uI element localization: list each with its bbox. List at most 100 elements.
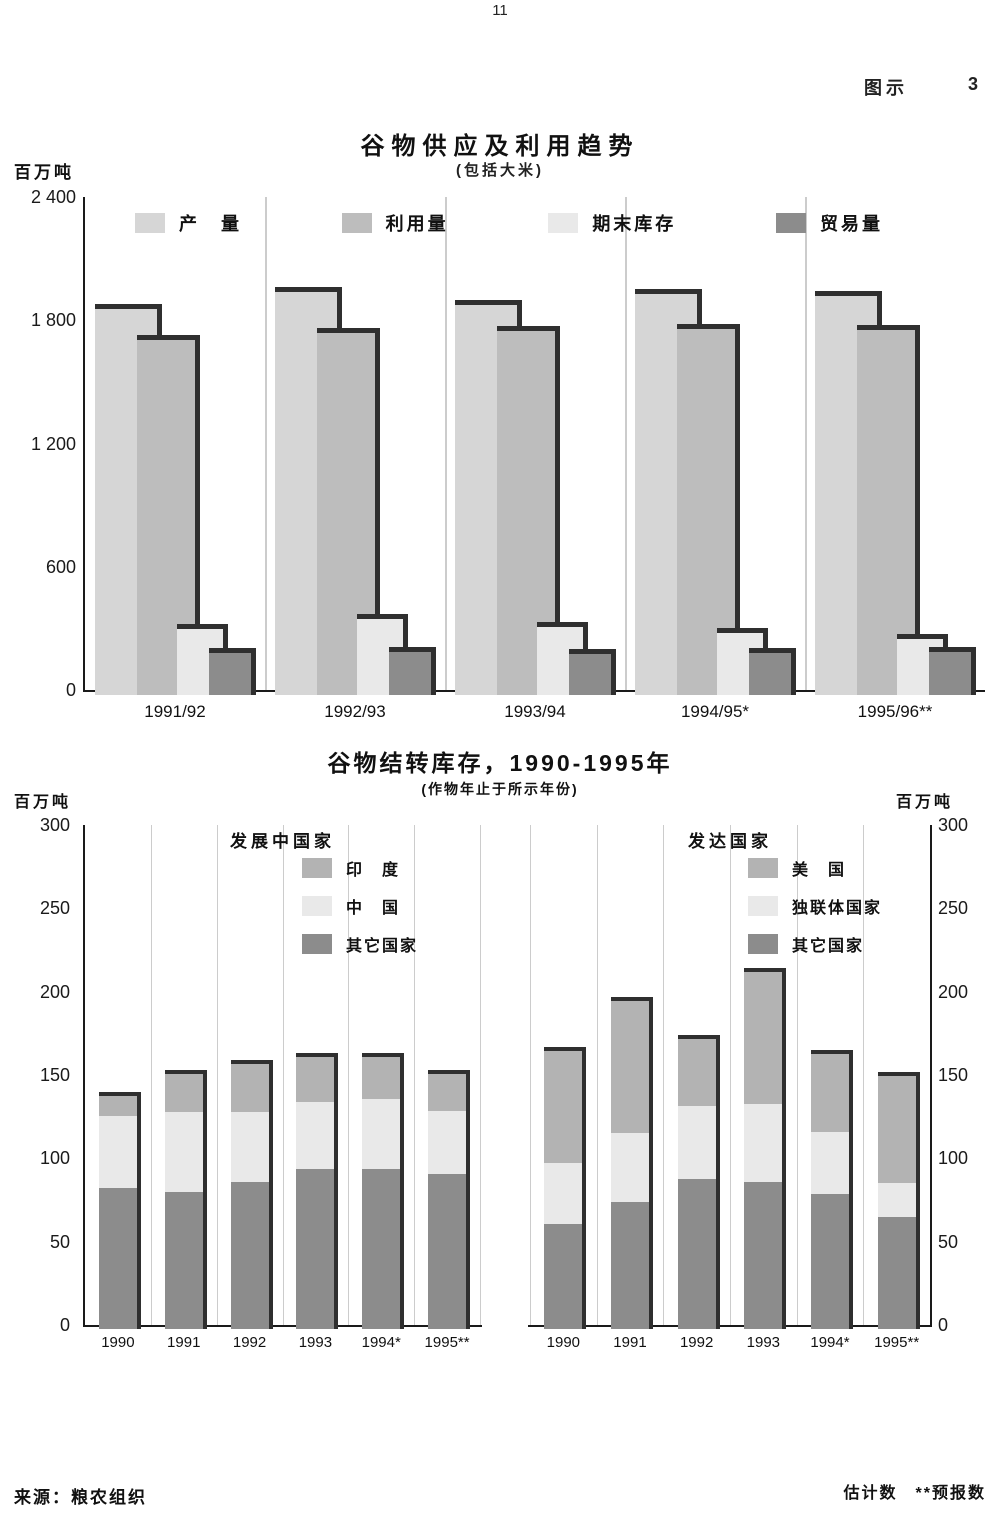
y-tick-label: 2 400 (30, 187, 76, 207)
bar-series4-1994/95* (749, 648, 796, 695)
column-separator-line (216, 825, 218, 1325)
x-category-label: 1993/94 (504, 702, 566, 721)
legend-label: 其它国家 (792, 938, 865, 955)
column-separator-line (863, 825, 865, 1325)
figure-tag: 图示 3 (864, 74, 982, 100)
bar-series4-1993/94 (569, 649, 616, 695)
legend-item: 利用量 (341, 210, 449, 236)
y-tick-label-left: 100 (39, 1148, 70, 1169)
y-tick-label: 600 (45, 556, 76, 577)
stacked-bar-1991 (164, 1070, 207, 1329)
x-category-label: 1993 (746, 1334, 781, 1351)
stack-segment (296, 1102, 335, 1169)
stacked-bar-1990 (544, 1047, 587, 1329)
chart1-subtitle: (包括大米) (456, 162, 544, 179)
x-category-label: 1992 (679, 1334, 714, 1351)
stack-segment (744, 1103, 783, 1182)
stack-segment (811, 1054, 849, 1133)
stack-segment (677, 1105, 716, 1179)
x-category-label: 1995** (874, 1334, 920, 1351)
y-axis-line-right (930, 825, 932, 1325)
legend-label: 利用量 (385, 214, 449, 234)
legend-label: 贸易量 (819, 214, 883, 234)
stack-segment (611, 1132, 649, 1203)
chart2-title: 谷物结转库存，1990-1995年 (327, 750, 673, 776)
legend-label: 其它国家 (346, 938, 419, 955)
stack-segment (98, 1096, 137, 1116)
stacked-bar-1995** (428, 1070, 471, 1329)
legend-label: 产 量 (179, 214, 242, 234)
figure-number: 3 (967, 74, 982, 94)
y-tick-label: 1 200 (30, 433, 76, 454)
chart1-title: 谷物供应及利用趋势 (360, 133, 640, 160)
stack-segment (98, 1187, 137, 1329)
bar-series2-1995/96** (857, 325, 920, 695)
legend-swatch (302, 934, 332, 954)
stack-segment (362, 1098, 401, 1169)
stacked-bar-1991 (611, 997, 653, 1329)
stacked-bar-1994* (811, 1050, 853, 1329)
panel-boundary-line (530, 825, 531, 1325)
legend-swatch (341, 213, 372, 233)
stack-segment (296, 1168, 335, 1329)
column-separator-line (796, 825, 798, 1325)
y-tick-label: 0 (65, 680, 76, 700)
stacked-bar-1993 (744, 968, 787, 1329)
stack-segment (164, 1074, 203, 1113)
legend-label: 印 度 (346, 862, 401, 879)
column-separator-line (414, 825, 416, 1325)
chart2-legend: 美 国独联体国家其它国家 (748, 856, 882, 956)
stack-segment (164, 1192, 203, 1329)
bar-series4-1991/92 (209, 648, 256, 695)
stack-segment (544, 1224, 583, 1329)
stack-segment (230, 1064, 269, 1113)
stack-segment (811, 1132, 849, 1194)
y-tick-label-right: 150 (938, 1065, 969, 1085)
stack-segment (428, 1173, 467, 1329)
legend-label: 期末库存 (592, 214, 677, 234)
x-category-label: 1990 (101, 1334, 135, 1351)
x-category-label: 1990 (546, 1334, 581, 1351)
panel-header: 发展中国家 (230, 832, 335, 851)
stack-segment (362, 1168, 401, 1329)
x-category-label: 1993 (298, 1334, 333, 1351)
y-axis-line (83, 197, 85, 690)
x-category-label: 1995** (424, 1334, 470, 1351)
legend-label: 独联体国家 (792, 900, 883, 917)
y-tick-label-left: 250 (39, 898, 70, 919)
chart2-subtitle: (作物年止于所示年份) (421, 781, 579, 797)
legend-item: 其它国家 (302, 932, 418, 956)
y-tick-label-left: 300 (39, 815, 70, 835)
x-category-label: 1992/93 (324, 702, 386, 721)
stack-segment (296, 1057, 335, 1102)
stack-segment (877, 1182, 916, 1218)
stacked-bar-1995** (877, 1072, 920, 1329)
group-separator-line (625, 197, 627, 690)
y-tick-label-left: 50 (49, 1231, 70, 1252)
chart1-unit-label: 百万吨 (14, 163, 74, 182)
group-separator-line (445, 197, 447, 690)
x-category-label: 1992 (232, 1334, 267, 1351)
x-axis-line (83, 1325, 482, 1327)
legend-item: 产 量 (135, 210, 242, 236)
stack-segment (811, 1193, 849, 1329)
y-tick-label-left: 150 (39, 1065, 70, 1085)
chart1-legend: 产 量 利用量 期末库存 贸易量 (135, 210, 883, 236)
bar-series4-1995/96** (929, 647, 976, 695)
stacked-bar-1993 (296, 1053, 339, 1329)
stack-segment (677, 1039, 716, 1106)
y-tick-label: 1 800 (30, 310, 76, 331)
x-category-label: 1991 (167, 1334, 201, 1351)
chart2-legend: 印 度中 国其它国家 (302, 856, 418, 956)
stack-segment (230, 1182, 269, 1329)
stack-segment (544, 1162, 583, 1225)
stack-segment (677, 1178, 716, 1329)
stack-segment (877, 1217, 916, 1329)
panel-header: 发达国家 (688, 832, 772, 851)
legend-item: 美 国 (748, 856, 882, 880)
y-tick-label-right: 0 (938, 1315, 949, 1335)
stack-segment (164, 1112, 203, 1193)
legend-item: 印 度 (302, 856, 418, 880)
